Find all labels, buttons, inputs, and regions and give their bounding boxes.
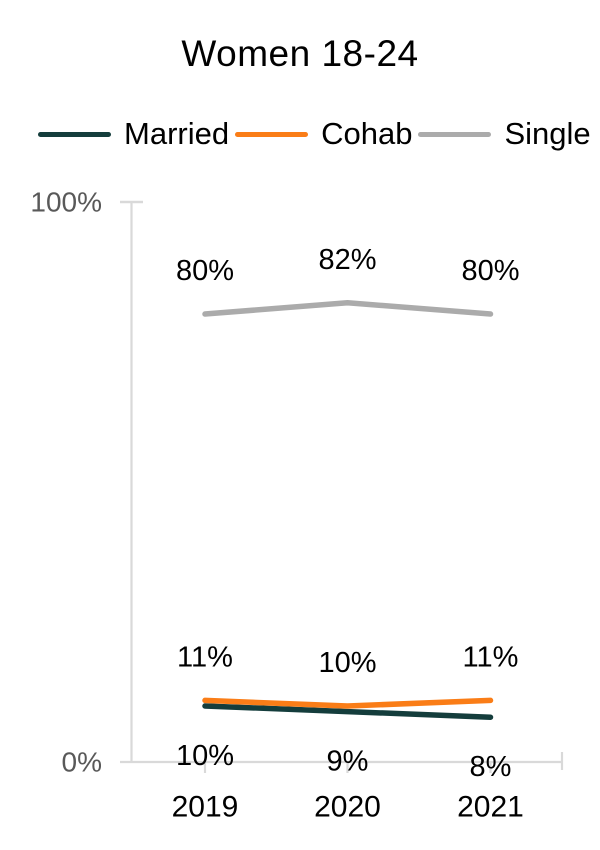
series-line-cohab <box>202 697 494 709</box>
legend-item-single: Single <box>418 116 591 152</box>
x-axis-label-2020: 2020 <box>314 791 381 824</box>
legend-label-cohab: Cohab <box>321 116 413 151</box>
legend: Married Cohab Single <box>38 116 591 152</box>
y-axis-label: 0% <box>62 747 102 778</box>
data-label-cohab-2020: 10% <box>318 647 376 679</box>
data-label-married-2020: 9% <box>327 746 369 778</box>
data-label-married-2019: 10% <box>176 740 234 772</box>
legend-label-married: Married <box>124 116 230 151</box>
legend-item-married: Married <box>38 116 229 152</box>
chart-title: Women 18-24 <box>181 33 419 74</box>
data-label-cohab-2021: 11% <box>463 641 519 673</box>
legend-swatch-cohab-icon <box>235 131 309 137</box>
data-label-single-2021: 80% <box>461 255 519 287</box>
data-label-single-2020: 82% <box>318 244 376 276</box>
legend-swatch-married-icon <box>38 131 111 137</box>
series-line-single <box>202 300 494 317</box>
data-label-cohab-2019: 11% <box>177 641 233 673</box>
y-axis-label: 100% <box>30 187 102 218</box>
legend-label-single: Single <box>504 116 591 151</box>
data-label-married-2021: 8% <box>470 751 512 783</box>
legend-swatch-single-icon <box>418 131 492 137</box>
data-label-single-2019: 80% <box>176 255 234 287</box>
x-axis-label-2021: 2021 <box>457 791 524 824</box>
x-axis-label-2019: 2019 <box>172 791 239 824</box>
legend-item-cohab: Cohab <box>235 116 412 152</box>
series-line-married <box>202 703 494 720</box>
